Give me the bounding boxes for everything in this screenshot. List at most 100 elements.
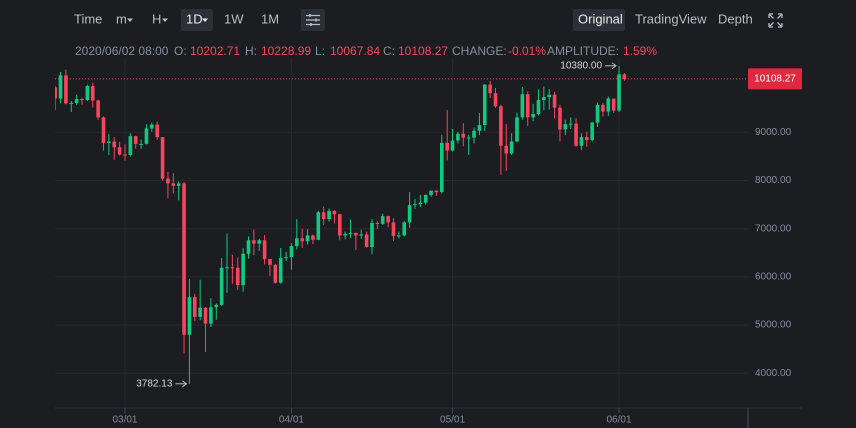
view-option[interactable]: TradingView bbox=[635, 11, 707, 26]
high-label: 10380.00 bbox=[560, 60, 602, 71]
candle-body bbox=[364, 234, 369, 248]
candle-body bbox=[348, 233, 353, 235]
candle-body bbox=[187, 297, 192, 335]
candle-body bbox=[466, 137, 471, 139]
candle-body bbox=[450, 140, 455, 151]
x-tick-label: 03/01 bbox=[112, 415, 137, 426]
caret bbox=[162, 18, 168, 22]
y-tick-label: 8000.00 bbox=[755, 175, 792, 186]
candle-body bbox=[144, 128, 149, 144]
candle-body bbox=[209, 307, 213, 324]
info-value: 1.59% bbox=[623, 44, 657, 58]
settings-button[interactable] bbox=[301, 9, 325, 31]
candle-body bbox=[558, 107, 562, 130]
candle-body bbox=[96, 100, 100, 118]
info-label: CHANGE: bbox=[452, 44, 507, 58]
candle-body bbox=[434, 190, 439, 193]
info-value: 10108.27 bbox=[398, 44, 448, 58]
candle-body bbox=[101, 117, 106, 143]
fullscreen-button[interactable] bbox=[768, 13, 783, 28]
caret bbox=[202, 18, 208, 22]
candle-body bbox=[429, 190, 433, 195]
candle-body bbox=[568, 123, 573, 125]
candle-body bbox=[585, 137, 589, 141]
candle-body bbox=[80, 99, 84, 101]
candle-body bbox=[590, 122, 594, 141]
candle-body bbox=[150, 124, 154, 129]
y-tick-label: 6000.00 bbox=[755, 272, 792, 283]
candle-body bbox=[262, 240, 267, 260]
candle-body bbox=[85, 86, 90, 101]
candle-body bbox=[509, 141, 514, 154]
candle-body bbox=[225, 267, 229, 269]
candle-body bbox=[133, 136, 138, 144]
candle-body bbox=[112, 141, 117, 148]
view-option[interactable]: Original bbox=[578, 11, 623, 26]
toolbar-item[interactable]: 1M bbox=[261, 11, 279, 26]
candle-body bbox=[327, 210, 331, 220]
candle-body bbox=[552, 94, 557, 108]
info-value: 10228.99 bbox=[261, 44, 311, 58]
candle-body bbox=[311, 235, 315, 240]
candle-body bbox=[386, 216, 390, 223]
candle-body bbox=[155, 124, 159, 138]
candle-body bbox=[499, 106, 503, 146]
toolbar-item[interactable]: 1W bbox=[224, 11, 244, 26]
candle-body bbox=[69, 102, 74, 104]
candle-body bbox=[278, 258, 283, 283]
candle-body bbox=[504, 145, 509, 154]
candle-body bbox=[230, 267, 235, 269]
candle-body bbox=[257, 240, 262, 244]
last-price-label: 10108.27 bbox=[754, 74, 796, 85]
candle-body bbox=[461, 133, 466, 138]
candle-body bbox=[477, 125, 482, 131]
candle-body bbox=[531, 113, 535, 118]
candle-body bbox=[515, 117, 519, 142]
candle-body bbox=[407, 205, 412, 223]
candle-body bbox=[316, 212, 321, 240]
candle-body bbox=[595, 104, 600, 123]
view-option[interactable]: Depth bbox=[718, 11, 753, 26]
toolbar-item[interactable]: 1D bbox=[186, 11, 203, 26]
candle-body bbox=[246, 240, 251, 254]
candle-body bbox=[171, 183, 176, 186]
candle-body bbox=[579, 137, 584, 146]
candle-body bbox=[203, 307, 208, 324]
active-bg bbox=[573, 9, 625, 31]
candle-body bbox=[413, 204, 417, 206]
candle-body bbox=[337, 214, 342, 236]
plot bbox=[55, 58, 748, 408]
candle-body bbox=[128, 136, 133, 155]
info-label: H: bbox=[245, 44, 257, 58]
candle-body bbox=[182, 183, 186, 335]
info-value: -0.01% bbox=[508, 44, 546, 58]
candle-body bbox=[488, 84, 492, 94]
candle-body bbox=[445, 142, 449, 151]
candle-body bbox=[219, 267, 224, 305]
x-tick-label: 04/01 bbox=[279, 415, 304, 426]
candle-body bbox=[55, 87, 57, 99]
candle-body bbox=[166, 178, 170, 184]
candle-body bbox=[359, 234, 364, 236]
candle-body bbox=[423, 194, 428, 203]
candle-body bbox=[289, 246, 294, 258]
candle-body bbox=[123, 154, 127, 156]
candle-body bbox=[295, 238, 299, 247]
toolbar-item[interactable]: Time bbox=[74, 11, 102, 26]
candle-body bbox=[520, 94, 525, 118]
candle-body bbox=[252, 240, 256, 244]
info-value: 10202.71 bbox=[190, 44, 240, 58]
active-bg bbox=[181, 9, 213, 31]
toolbar-item[interactable]: H bbox=[152, 11, 161, 26]
candle-body bbox=[117, 147, 122, 155]
y-tick-label: 4000.00 bbox=[755, 368, 792, 379]
candle-body bbox=[456, 133, 460, 141]
candle-body bbox=[241, 253, 245, 286]
candle-body bbox=[375, 222, 380, 224]
candle-body bbox=[601, 104, 605, 112]
candle-body bbox=[321, 212, 326, 220]
toolbar-item[interactable]: m bbox=[116, 11, 127, 26]
candle-body bbox=[273, 264, 278, 283]
y-tick-label: 5000.00 bbox=[755, 320, 792, 331]
